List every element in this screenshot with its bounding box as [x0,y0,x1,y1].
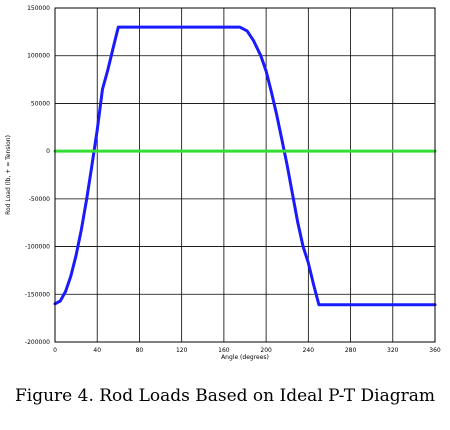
x-tick-label: 40 [93,347,101,354]
x-tick-label: 80 [136,347,144,354]
figure-caption: Figure 4. Rod Loads Based on Ideal P-T D… [14,386,436,406]
y-tick-label: 0 [46,148,50,155]
x-tick-labels: 0 40 80 120 160 200 240 280 320 360 [53,347,441,354]
x-tick-label: 360 [429,347,441,354]
y-tick-label: -150000 [25,291,50,298]
x-tick-label: 200 [260,347,272,354]
y-tick-label: -100000 [25,244,50,251]
x-axis-label: Angle (degrees) [221,354,269,361]
x-tick-label: 0 [53,347,57,354]
x-tick-label: 240 [303,347,315,354]
y-tick-label: 50000 [31,100,50,107]
x-tick-label: 320 [387,347,399,354]
rod-load-chart: 150000 100000 50000 0 -50000 -100000 -150000 -2… [5,5,441,361]
y-axis-label: Rod Load (lb, + = Tension) [5,135,12,215]
x-tick-label: 120 [176,347,188,354]
rod-load-series [53,25,437,307]
x-tick-label: 280 [345,347,357,354]
plot-frame [54,7,436,343]
y-tick-label: -200000 [25,339,50,346]
y-tick-label: 100000 [27,53,50,60]
chart-series [53,25,437,307]
y-tick-label: -50000 [29,196,50,203]
x-tick-label: 160 [218,347,230,354]
y-tick-labels: 150000 100000 50000 0 -50000 -100000 -150000 -2… [25,5,50,346]
y-tick-label: 150000 [27,5,50,12]
